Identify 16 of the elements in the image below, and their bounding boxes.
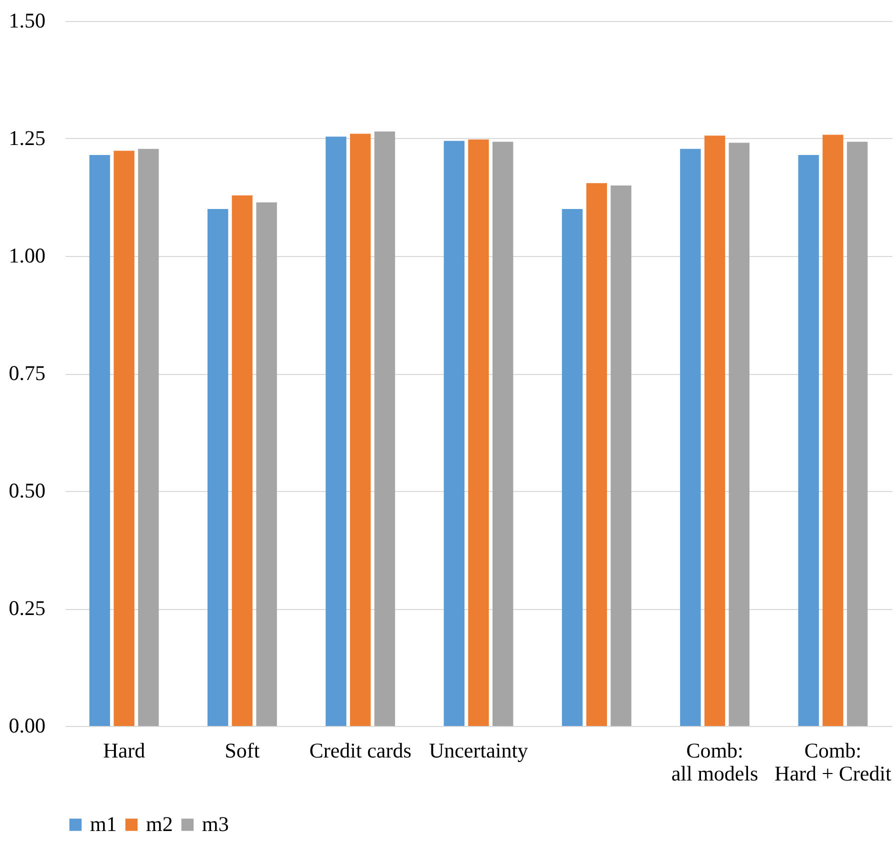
x-tick-label: Credit cards [309, 738, 412, 762]
y-tick-label: 1.25 [8, 126, 46, 150]
x-tick-label: Uncertainty [428, 738, 529, 762]
y-tick-label: 0.00 [8, 714, 46, 738]
x-tick-label: Soft [224, 738, 260, 762]
y-tick-label: 0.50 [8, 478, 46, 502]
legend-label: m3 [202, 812, 229, 836]
y-tick-label: 1.00 [8, 244, 46, 268]
legend-label: m2 [146, 812, 173, 836]
x-tick-label: Comb: all models [671, 738, 758, 786]
y-tick-label: 0.75 [8, 361, 46, 385]
x-tick-label: Comb: Hard + Credit [774, 738, 892, 786]
legend-label: m1 [90, 812, 117, 836]
x-tick-label: Hard [103, 738, 146, 762]
y-tick-label: 0.25 [8, 596, 46, 620]
y-tick-label: 1.50 [8, 8, 46, 32]
